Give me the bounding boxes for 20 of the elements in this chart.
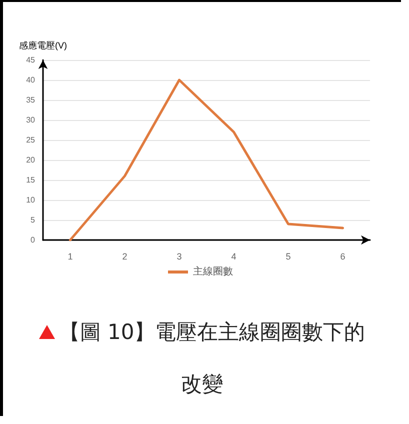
x-tick-label: 5 [286,252,291,262]
text: 【圖 10】電壓在主線圈圈數下的改變 [58,320,366,396]
x-tick-label: 1 [68,252,73,262]
y-axis-title: 感應電壓(V) [19,40,67,50]
y-tick-label: 20 [26,156,36,164]
y-tick-label: 40 [26,76,36,84]
y-tick-label: 0 [30,236,36,244]
line-series [69,78,344,242]
x-tick-label: 4 [231,252,236,262]
y-tick-label: 15 [26,176,36,184]
x-tick-label: 2 [122,252,128,262]
y-tick-label: 30 [26,116,36,124]
x-tick-label: 3 [176,252,182,262]
y-tick-label: 5 [30,216,36,224]
y-tick-label: 35 [26,96,36,104]
y-tick-label: 25 [26,136,36,144]
x-tick-label: 6 [340,252,346,262]
y-tick-label: 45 [26,56,36,64]
legend-label: 主線圈數 [193,266,233,278]
y-tick-label: 10 [26,196,36,204]
